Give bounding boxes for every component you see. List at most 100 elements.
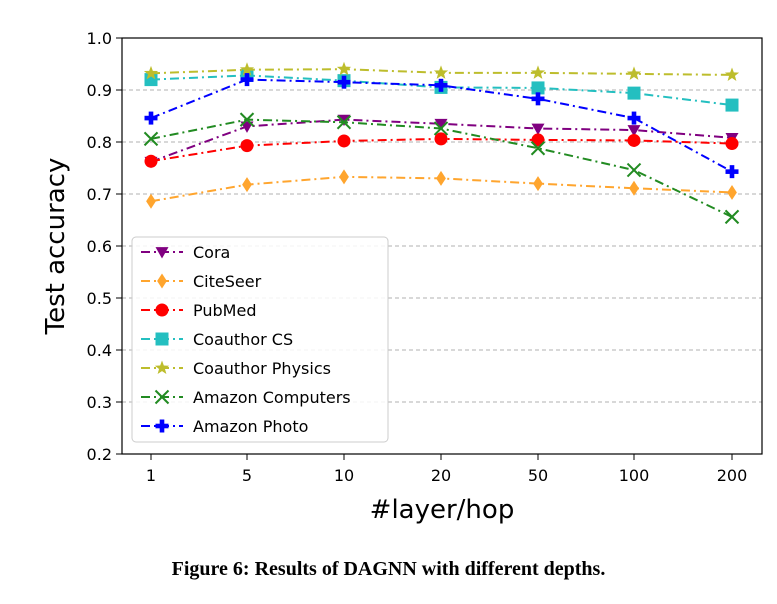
line-chart: 0.2 0.3 0.4 0.5 0.6 0.7 0.8 0.9 1.0 1 5 10 20 50 100 20… (41, 29, 763, 525)
data-point (725, 137, 739, 151)
x-marker-stroke (239, 112, 255, 127)
y-axis-title: Test accuracy (41, 158, 71, 336)
series-coauthor-physics (143, 61, 740, 81)
y-tick-label: 0.3 (87, 393, 112, 412)
data-point (626, 162, 642, 178)
data-point (725, 98, 739, 112)
y-tick-label: 0.2 (87, 445, 112, 464)
data-point (337, 134, 351, 148)
legend-label: CiteSeer (193, 272, 262, 291)
data-point (724, 209, 740, 225)
data-point (240, 139, 254, 153)
figure-caption: Figure 6: Results of DAGNN with differen… (171, 558, 606, 580)
x-tick-label: 100 (619, 466, 650, 485)
legend-label: PubMed (193, 301, 256, 320)
legend-label: Amazon Computers (193, 388, 351, 407)
data-point (433, 121, 449, 136)
legend: Cora CiteSeer PubMed Coauthor CS Coauthor Ph… (131, 236, 389, 443)
data-point (146, 193, 156, 209)
data-point (627, 125, 641, 137)
data-point (434, 118, 448, 131)
data-point (724, 67, 740, 81)
x-marker-stroke (143, 131, 159, 147)
y-tick-label: 0.6 (87, 237, 112, 256)
plus-marker-bar (438, 78, 444, 92)
legend-marker (154, 360, 170, 375)
data-point (339, 169, 349, 185)
plus-marker-bar (148, 111, 154, 125)
axis-ticks: 0.2 0.3 0.4 0.5 0.6 0.7 0.8 0.9 1.0 1 5 10 20 50 100 20… (87, 29, 748, 485)
data-point (434, 132, 448, 146)
data-point (434, 78, 448, 92)
y-tick-label: 1.0 (87, 29, 112, 48)
series-layer (143, 61, 740, 225)
data-point (337, 75, 351, 89)
legend-item: Coauthor Physics (141, 359, 331, 378)
legend-label: Coauthor Physics (193, 359, 331, 378)
legend-marker (154, 389, 170, 405)
data-point (531, 92, 545, 106)
y-tick-label: 0.5 (87, 289, 112, 308)
data-point (143, 131, 159, 147)
data-point (626, 66, 642, 80)
legend-item: PubMed (141, 301, 256, 320)
data-point (531, 81, 545, 95)
legend-marker (155, 332, 169, 346)
x-marker-stroke (336, 115, 352, 130)
data-point (627, 133, 641, 147)
x-marker-stroke (154, 389, 170, 405)
plus-marker-bar (729, 165, 735, 179)
data-point (530, 65, 546, 79)
data-point (144, 111, 158, 125)
legend-marker (155, 419, 169, 433)
legend-item: Amazon Photo (141, 417, 308, 436)
legend-label: Amazon Photo (193, 417, 308, 436)
legend-label: Coauthor CS (193, 330, 293, 349)
x-tick-label: 200 (717, 466, 748, 485)
data-point (433, 65, 449, 79)
legend-item: Cora (141, 243, 230, 262)
data-point (240, 73, 254, 87)
plus-marker-bar (341, 75, 347, 89)
plus-marker-bar (631, 111, 637, 125)
data-point (144, 154, 158, 168)
y-tick-label: 0.8 (87, 133, 112, 152)
plus-marker-bar (535, 92, 541, 106)
legend-marker (157, 273, 167, 289)
series-amazon-photo (144, 73, 739, 179)
plus-marker-bar (244, 73, 250, 87)
data-point (531, 123, 545, 135)
legend-marker (155, 247, 169, 259)
data-point (530, 141, 546, 156)
y-tick-label: 0.4 (87, 341, 112, 360)
data-point (533, 176, 543, 192)
y-tick-label: 0.7 (87, 185, 112, 204)
data-point (725, 165, 739, 179)
series-amazon-computers (143, 112, 740, 225)
data-point (436, 170, 446, 186)
x-tick-label: 1 (146, 466, 156, 485)
x-marker-stroke (433, 121, 449, 136)
x-marker-stroke (724, 209, 740, 225)
legend-item: CiteSeer (141, 272, 262, 291)
legend-label: Cora (193, 243, 230, 262)
series-pubmed (144, 132, 739, 168)
data-point (242, 177, 252, 193)
data-point (531, 133, 545, 147)
data-point (336, 61, 352, 76)
plus-marker-bar (159, 419, 165, 433)
x-marker-stroke (530, 141, 546, 156)
data-point (627, 86, 641, 100)
legend-item: Amazon Computers (141, 388, 351, 407)
data-point (727, 184, 737, 200)
legend-item: Coauthor CS (141, 330, 293, 349)
x-axis-title: #layer/hop (370, 495, 515, 525)
data-point (627, 111, 641, 125)
x-tick-label: 50 (528, 466, 548, 485)
data-point (143, 65, 159, 80)
data-point (336, 115, 352, 130)
x-tick-label: 20 (431, 466, 451, 485)
data-point (629, 180, 639, 196)
legend-marker (155, 303, 169, 317)
data-point (240, 121, 254, 133)
